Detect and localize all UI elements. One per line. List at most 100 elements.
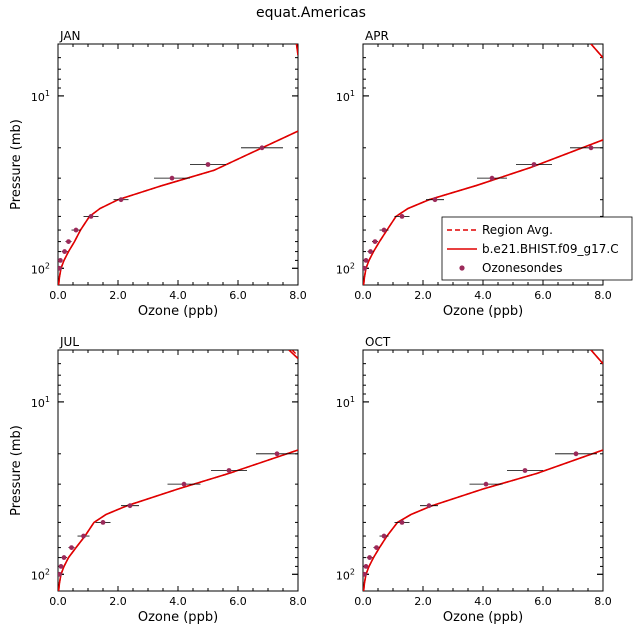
ozonesonde-point	[61, 555, 67, 560]
y-tick-label: 101	[336, 89, 355, 104]
series-line-model	[590, 350, 603, 365]
x-tick-label: 4.0	[474, 289, 492, 302]
y-tick-exponent: 2	[350, 567, 355, 576]
y-tick-label: 102	[31, 567, 50, 582]
ozonesonde-point	[127, 503, 133, 509]
x-tick-label: 4.0	[474, 595, 492, 608]
series-group	[58, 350, 298, 591]
x-tick-label: 0.0	[354, 289, 372, 302]
y-tick-label: 102	[336, 261, 355, 276]
ozonesonde-point	[363, 258, 369, 263]
panel-label: APR	[365, 29, 389, 43]
ozonesonde-point	[363, 571, 367, 577]
x-tick-label: 2.0	[109, 289, 127, 302]
y-tick-exponent: 1	[45, 395, 50, 404]
panel-label: OCT	[365, 335, 391, 349]
ozonesonde-point	[367, 555, 372, 560]
y-tick-exponent: 1	[45, 89, 50, 98]
ozonesonde-point	[58, 265, 62, 271]
x-tick-label: 0.0	[49, 289, 67, 302]
y-tick-label: 101	[31, 89, 50, 104]
ozonesonde-point	[522, 468, 528, 473]
ozonesonde-point	[58, 564, 64, 569]
x-tick-label: 8.0	[594, 595, 612, 608]
series-line-model	[58, 130, 298, 285]
y-tick-label: 102	[31, 261, 50, 276]
legend-label: Region Avg.	[482, 223, 553, 237]
x-tick-label: 2.0	[109, 595, 127, 608]
ozonesonde-point	[573, 451, 579, 457]
x-tick-label: 2.0	[414, 289, 432, 302]
y-tick-base: 10	[336, 397, 350, 410]
series-group	[363, 350, 603, 591]
ozonesonde-point	[426, 503, 432, 509]
series-group	[58, 44, 298, 285]
ozonesonde-point	[81, 533, 86, 539]
x-tick-label: 6.0	[229, 595, 247, 608]
x-tick-label: 0.0	[49, 595, 67, 608]
panel-label: JAN	[59, 29, 81, 43]
x-axis-label: Ozone (ppb)	[138, 304, 218, 319]
y-tick-base: 10	[336, 263, 350, 276]
y-tick-base: 10	[31, 569, 45, 582]
ozonesonde-point	[372, 239, 378, 244]
ozonesonde-point	[399, 213, 405, 219]
ozonesonde-point	[62, 249, 67, 254]
ozonesonde-point	[363, 564, 369, 569]
series-line-model	[288, 350, 298, 360]
series-line-model	[363, 449, 603, 591]
series-line-model	[295, 44, 298, 56]
ozonesonde-point	[205, 162, 211, 167]
ozonesonde-point	[363, 265, 367, 271]
x-tick-label: 2.0	[414, 595, 432, 608]
ozonesonde-point	[368, 249, 373, 254]
ozonesonde-point	[399, 519, 405, 525]
y-tick-label: 101	[336, 395, 355, 410]
y-tick-base: 10	[31, 263, 45, 276]
ozonesonde-point	[531, 162, 537, 167]
legend-label: Ozonesondes	[482, 261, 563, 275]
ozonesonde-point	[69, 545, 74, 550]
y-tick-exponent: 2	[350, 261, 355, 270]
y-tick-exponent: 1	[350, 89, 355, 98]
x-tick-label: 8.0	[289, 289, 307, 302]
y-tick-exponent: 2	[45, 261, 50, 270]
x-tick-label: 6.0	[229, 289, 247, 302]
ozonesonde-point	[274, 451, 280, 457]
series-line-model	[590, 44, 603, 59]
y-tick-exponent: 2	[45, 567, 50, 576]
plot-frame	[57, 349, 299, 592]
figure-title: equat.Americas	[256, 5, 366, 21]
series-group	[363, 44, 603, 285]
x-tick-label: 4.0	[169, 595, 187, 608]
legend-label: b.e21.BHIST.f09_g17.C	[482, 242, 619, 256]
series-line-region-avg	[58, 130, 298, 285]
legend-marker-ozonesondes	[459, 265, 465, 271]
ozonesonde-point	[181, 481, 187, 487]
ozonesonde-point	[489, 175, 495, 181]
x-tick-label: 4.0	[169, 289, 187, 302]
y-tick-base: 10	[336, 91, 350, 104]
ozonesonde-point	[381, 533, 387, 539]
y-tick-exponent: 1	[350, 395, 355, 404]
x-tick-label: 0.0	[354, 595, 372, 608]
ozonesonde-point	[88, 213, 94, 219]
ozonesonde-point	[100, 519, 106, 525]
ozonesonde-point	[73, 227, 79, 233]
ozonesonde-point	[374, 545, 379, 550]
x-tick-label: 6.0	[534, 289, 552, 302]
x-axis-label: Ozone (ppb)	[443, 304, 523, 319]
x-tick-label: 6.0	[534, 595, 552, 608]
series-line-model	[58, 449, 298, 591]
ozonesonde-point	[483, 481, 489, 487]
ozonesonde-point	[259, 145, 265, 151]
x-tick-label: 8.0	[289, 595, 307, 608]
y-tick-base: 10	[31, 397, 45, 410]
y-tick-label: 102	[336, 567, 355, 582]
ozonesonde-point	[226, 468, 232, 473]
y-axis-label: Pressure (mb)	[9, 119, 24, 210]
y-tick-base: 10	[336, 569, 350, 582]
